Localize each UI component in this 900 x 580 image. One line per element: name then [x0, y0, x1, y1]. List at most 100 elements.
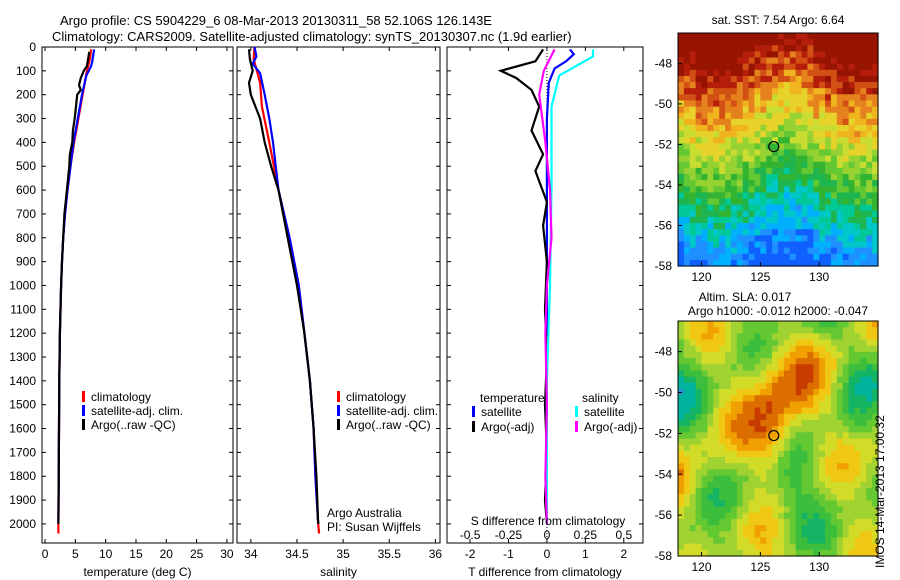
- sla-map-cell: [766, 419, 773, 427]
- sst-map-cell: [725, 124, 732, 132]
- sla-map-cell: [701, 469, 709, 477]
- sst-map-cell: [683, 259, 691, 267]
- sla-map-cell: [678, 413, 685, 421]
- sst-map-cell: [836, 124, 844, 132]
- sst-map-cell: [689, 167, 697, 175]
- sla-map-cell: [772, 370, 779, 378]
- sla-map-cell: [689, 401, 697, 409]
- sst-map-cell: [725, 210, 732, 218]
- sla-map-cell: [848, 358, 856, 365]
- sla-map-cell: [736, 321, 744, 328]
- sst-map-cell: [866, 235, 873, 243]
- sla-map-cell: [819, 413, 826, 421]
- sla-map-cell: [730, 432, 738, 440]
- sla-map-cell: [707, 339, 714, 347]
- sst-map-cell: [678, 174, 685, 181]
- sst-map-cell: [678, 45, 685, 52]
- sst-map-cell: [860, 247, 867, 255]
- sla-map-cell: [830, 407, 838, 415]
- temperature-series-argo-raw-qc-: [57, 51, 91, 524]
- sst-map-cell: [813, 106, 820, 114]
- sla-map-cell: [807, 419, 814, 427]
- sst-map-cell: [730, 63, 738, 71]
- sla-map-cell: [760, 351, 767, 359]
- sla-map-cell: [854, 494, 861, 501]
- sst-map-cell: [689, 63, 697, 71]
- sst-map-cell: [813, 124, 820, 132]
- sst-map-cell: [683, 229, 691, 236]
- sla-map-cell: [836, 543, 844, 551]
- sla-map-cell: [748, 419, 756, 427]
- sla-map-cell: [678, 500, 685, 508]
- sla-map-cell: [789, 358, 797, 365]
- sst-map-cell: [854, 174, 861, 181]
- sla-map-cell: [830, 419, 838, 427]
- sst-map-cell: [730, 137, 738, 144]
- sst-map-cell: [701, 112, 709, 120]
- sla-map-cell: [748, 543, 756, 551]
- sla-map-cell: [813, 450, 820, 458]
- sla-map-cell: [860, 438, 867, 446]
- sla-map-cell: [854, 358, 861, 365]
- sla-map-cell: [742, 407, 750, 415]
- sla-map-cell: [819, 549, 826, 557]
- sla-map-cell: [842, 339, 850, 347]
- sst-map-cell: [807, 124, 814, 132]
- sla-map-cell: [748, 481, 756, 489]
- sla-map-cell: [701, 413, 709, 421]
- sla-map-cell: [678, 327, 685, 334]
- sla-map-xtick-label: 130: [809, 560, 829, 574]
- sla-map-cell: [860, 475, 867, 483]
- sst-map-cell: [695, 57, 703, 65]
- sla-map-cell: [678, 525, 685, 532]
- sst-map-cell: [825, 180, 832, 187]
- sst-map-cell: [713, 155, 720, 163]
- sla-map-cell: [866, 376, 873, 384]
- sst-map-cell: [836, 33, 844, 40]
- sst-map-cell: [725, 247, 732, 255]
- sst-map-cell: [789, 210, 797, 218]
- sst-map-cell: [695, 82, 703, 89]
- sla-map-cell: [830, 351, 838, 359]
- sst-map-cell: [819, 180, 826, 187]
- sst-map-cell: [801, 155, 809, 163]
- sst-map-cell: [689, 112, 697, 120]
- sla-map-cell: [778, 500, 785, 508]
- sst-map-cell: [842, 143, 850, 151]
- sst-map-cell: [778, 180, 785, 187]
- sla-map-cell: [695, 432, 703, 440]
- sst-map-cell: [842, 51, 850, 59]
- sla-map-cell: [866, 463, 873, 471]
- sla-map-cell: [836, 345, 844, 353]
- sla-map-cell: [825, 506, 832, 514]
- sla-map-cell: [860, 525, 867, 532]
- sst-map-cell: [760, 39, 767, 46]
- sst-map-cell: [742, 33, 750, 40]
- sst-map-cell: [713, 82, 720, 89]
- sla-map-cell: [713, 475, 720, 483]
- difference-legend-title-salinity: salinity: [582, 391, 619, 405]
- sla-map-cell: [872, 351, 879, 359]
- sst-map-cell: [860, 106, 867, 114]
- sla-map-cell: [748, 327, 756, 334]
- sla-map-cell: [719, 500, 726, 508]
- sst-map-cell: [848, 192, 856, 200]
- sla-map-cell: [872, 376, 879, 384]
- sla-map-cell: [866, 481, 873, 489]
- sla-map-cell: [683, 450, 691, 458]
- salinity-annotation: PI: Susan Wijffels: [327, 520, 421, 534]
- sla-map-cell: [730, 358, 738, 365]
- sst-map-cell: [742, 39, 750, 46]
- sla-map-cell: [725, 327, 732, 334]
- sst-map-cell: [807, 106, 814, 114]
- sla-map-cell: [678, 432, 685, 440]
- sst-map-cell: [789, 259, 797, 267]
- sla-map-cell: [795, 419, 803, 427]
- sla-map-cell: [860, 351, 867, 359]
- sla-map-cell: [719, 469, 726, 477]
- sst-map-cell: [836, 155, 844, 163]
- sst-map-cell: [778, 33, 785, 40]
- sst-map-cell: [725, 63, 732, 71]
- sst-map-cell: [742, 82, 750, 89]
- sla-map-cell: [789, 543, 797, 551]
